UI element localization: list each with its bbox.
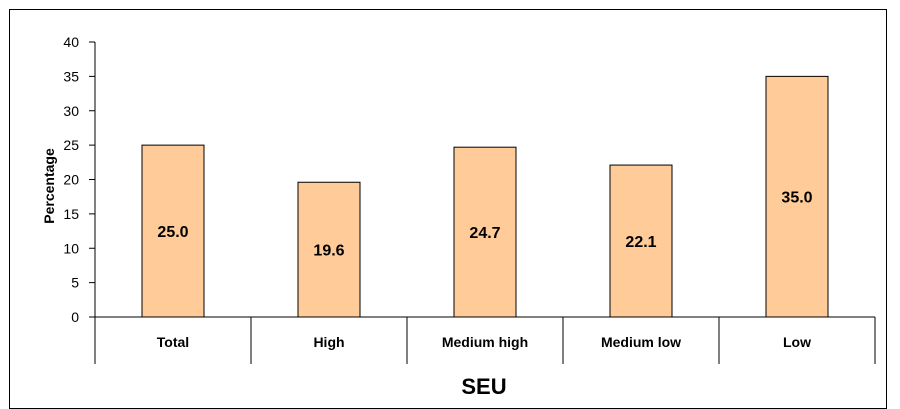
bar-chart: Percentage SEU 0 5 10 15 20 25 30 35 40 25.0 Total… (41, 34, 876, 394)
bar (141, 144, 205, 318)
bar (453, 146, 517, 318)
bar (297, 181, 361, 318)
y-tick-label: 30 (63, 103, 79, 119)
y-tick-label: 20 (63, 172, 79, 188)
y-tick-label: 5 (71, 275, 79, 291)
x-tick-label: Medium high (442, 334, 528, 350)
y-tick-label: 15 (63, 206, 79, 222)
x-tick-label: Medium low (601, 334, 681, 350)
bar (765, 75, 829, 318)
x-axis-label: SEU (461, 374, 506, 394)
data-label: 22.1 (625, 234, 656, 251)
y-tick-label: 0 (71, 309, 79, 325)
x-tick-label: High (313, 334, 344, 350)
data-label: 35.0 (781, 190, 812, 207)
data-label: 19.6 (313, 243, 344, 260)
y-axis-label: Percentage (41, 148, 57, 224)
y-tick-label: 40 (63, 34, 79, 50)
data-label: 24.7 (469, 225, 500, 242)
x-tick-label: Low (783, 334, 811, 350)
x-tick-label: Total (157, 334, 189, 350)
y-tick-label: 35 (63, 68, 79, 84)
y-tick-label: 25 (63, 137, 79, 153)
y-tick-label: 10 (63, 240, 79, 256)
bar (609, 164, 673, 318)
data-label: 25.0 (157, 224, 188, 241)
